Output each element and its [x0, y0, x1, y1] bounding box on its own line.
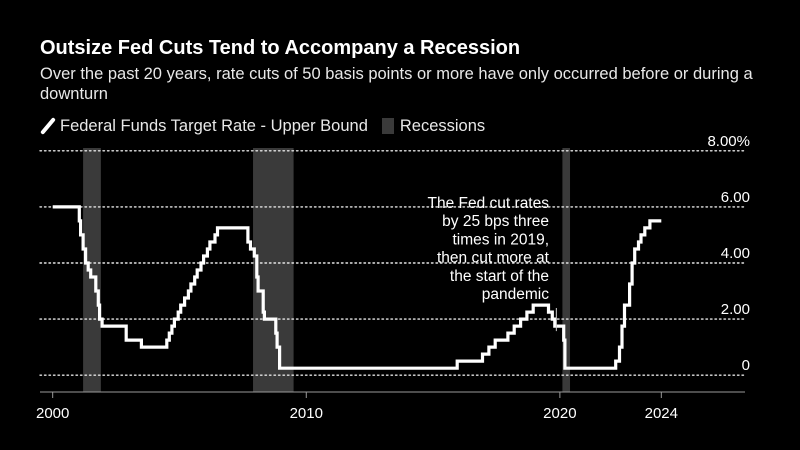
y-tick-label: 0 — [742, 357, 750, 374]
annotation-line: pandemic — [482, 286, 549, 303]
y-tick-label: 6.00 — [721, 189, 750, 206]
chart-subtitle: Over the past 20 years, rate cuts of 50 … — [40, 65, 753, 103]
annotation-line: times in 2019, — [453, 231, 550, 248]
annotation-line: then cut more at — [437, 250, 550, 267]
annotation-line: the start of the — [450, 268, 549, 285]
x-tick-label: 2010 — [290, 405, 323, 422]
legend-recession-swatch — [381, 118, 394, 134]
x-tick-label: 2020 — [543, 405, 576, 422]
x-tick-label: 2024 — [645, 405, 678, 422]
recession-band-2 — [562, 148, 571, 392]
legend-item-rate: Federal Funds Target Rate - Upper Bound — [40, 116, 368, 136]
legend-item-recessions: Recessions — [381, 116, 486, 136]
series-line-0 — [52, 205, 662, 370]
legend-label-rate: Federal Funds Target Rate - Upper Bound — [60, 116, 368, 135]
legend: Federal Funds Target Rate - Upper Bound … — [40, 116, 499, 136]
series-lines — [52, 205, 662, 370]
y-tick-label: 8.00% — [707, 133, 750, 150]
recession-band-1 — [253, 148, 294, 392]
legend-label-recessions: Recessions — [399, 116, 486, 135]
annotation-line: by 25 bps three — [442, 213, 549, 230]
y-tick-label: 2.00 — [721, 301, 750, 318]
x-axis: 2000 2010 2020 2024 — [36, 391, 745, 422]
y-axis-ticks: 0 2.00 4.00 6.00 8.00% — [707, 133, 750, 374]
chart-title: Outsize Fed Cuts Tend to Accompany a Rec… — [40, 37, 521, 59]
x-tick-label: 2000 — [36, 405, 69, 422]
annotation: The Fed cut rates by 25 bps three times in… — [428, 195, 557, 332]
y-tick-label: 4.00 — [721, 245, 750, 262]
annotation-text: The Fed cut rates by 25 bps three times in… — [428, 195, 550, 303]
annotation-line: The Fed cut rates — [428, 195, 550, 212]
gridlines — [39, 150, 746, 376]
